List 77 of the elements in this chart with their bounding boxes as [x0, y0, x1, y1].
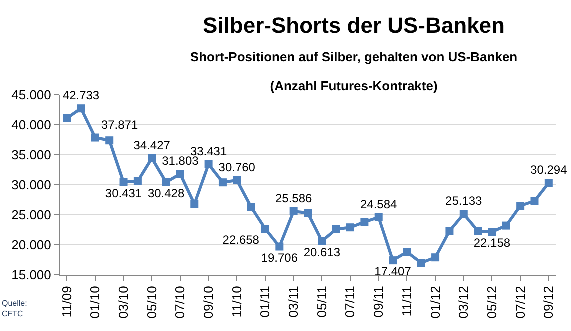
x-tick-label: 11/09 — [59, 286, 74, 318]
point — [120, 178, 128, 186]
y-tick-label: 30.000 — [12, 178, 52, 193]
x-tick-label: 01/11 — [258, 286, 273, 318]
data-label: 25.586 — [275, 191, 313, 206]
data-label: 30.760 — [218, 160, 256, 174]
point — [374, 214, 383, 222]
x-tick-label: 09/11 — [371, 286, 386, 318]
point — [332, 225, 340, 234]
point — [63, 114, 72, 122]
y-tick-label: 15.000 — [12, 268, 52, 283]
x-tick-label: 11/11 — [399, 286, 414, 317]
point — [346, 224, 355, 232]
point — [488, 228, 496, 236]
point — [204, 160, 213, 168]
point — [247, 203, 256, 212]
x-tick-label: 07/10 — [172, 286, 188, 319]
point — [446, 227, 454, 236]
point — [77, 104, 86, 113]
data-label: 22.158 — [474, 236, 511, 250]
data-label: 30.294 — [530, 163, 568, 178]
x-tick-label: 03/12 — [456, 286, 472, 319]
y-tick-label: 40.000 — [12, 118, 52, 133]
point — [502, 222, 510, 230]
point — [516, 202, 525, 210]
x-tick-label: 07/11 — [342, 286, 358, 318]
x-tick-label: 03/11 — [286, 286, 302, 318]
chart-subtitle: Short-Positionen auf Silber, gehalten von US-Banken (Anzahl Futures-Kontrakte) — [190, 50, 518, 94]
data-label: 22.658 — [222, 233, 260, 248]
data-label: 19.706 — [261, 250, 298, 265]
data-label: 24.584 — [360, 198, 398, 212]
x-tick-label: 05/12 — [484, 286, 500, 319]
point — [544, 179, 553, 188]
x-tick-label: 01/10 — [88, 286, 103, 319]
chart-title: Silber-Shorts der US-Banken — [203, 13, 505, 38]
point — [389, 256, 398, 265]
point — [474, 227, 482, 236]
source-note: Quelle: CFTC — [2, 299, 28, 318]
x-tick-label: 09/10 — [201, 286, 216, 319]
point — [318, 237, 326, 246]
point — [106, 136, 114, 145]
point — [432, 254, 440, 262]
point — [218, 178, 227, 187]
y-tick-label: 25.000 — [12, 208, 52, 223]
x-tick-label: 05/10 — [144, 286, 160, 319]
point — [162, 178, 170, 186]
x-tick-label: 11/10 — [229, 286, 244, 318]
x-tick-label: 01/12 — [428, 286, 443, 319]
point — [233, 176, 242, 184]
x-tick-label: 03/10 — [116, 286, 131, 319]
data-label: 20.613 — [304, 245, 341, 260]
point — [290, 207, 298, 216]
data-label: 42.733 — [62, 88, 100, 103]
point — [91, 134, 100, 142]
point — [403, 248, 412, 256]
point — [176, 170, 184, 178]
y-tick-label: 35.000 — [12, 148, 52, 163]
point — [460, 210, 468, 218]
x-tick-label: 09/12 — [541, 286, 556, 319]
x-tick-label: 05/11 — [314, 286, 330, 318]
data-label: 30.431 — [105, 186, 142, 200]
data-label: 30.428 — [148, 186, 185, 200]
data-label: 34.427 — [134, 138, 171, 152]
point — [261, 225, 270, 234]
point — [530, 197, 539, 206]
point — [148, 154, 156, 162]
point — [417, 259, 426, 267]
point — [276, 242, 284, 251]
point — [190, 200, 199, 208]
y-tick-label: 20.000 — [12, 238, 52, 253]
y-tick-label: 45.000 — [12, 88, 52, 103]
data-label: 25.133 — [446, 194, 483, 208]
data-label: 37.871 — [101, 118, 138, 132]
point — [134, 177, 142, 186]
x-tick-label: 07/12 — [512, 286, 528, 319]
point — [360, 218, 369, 226]
point — [304, 209, 312, 218]
